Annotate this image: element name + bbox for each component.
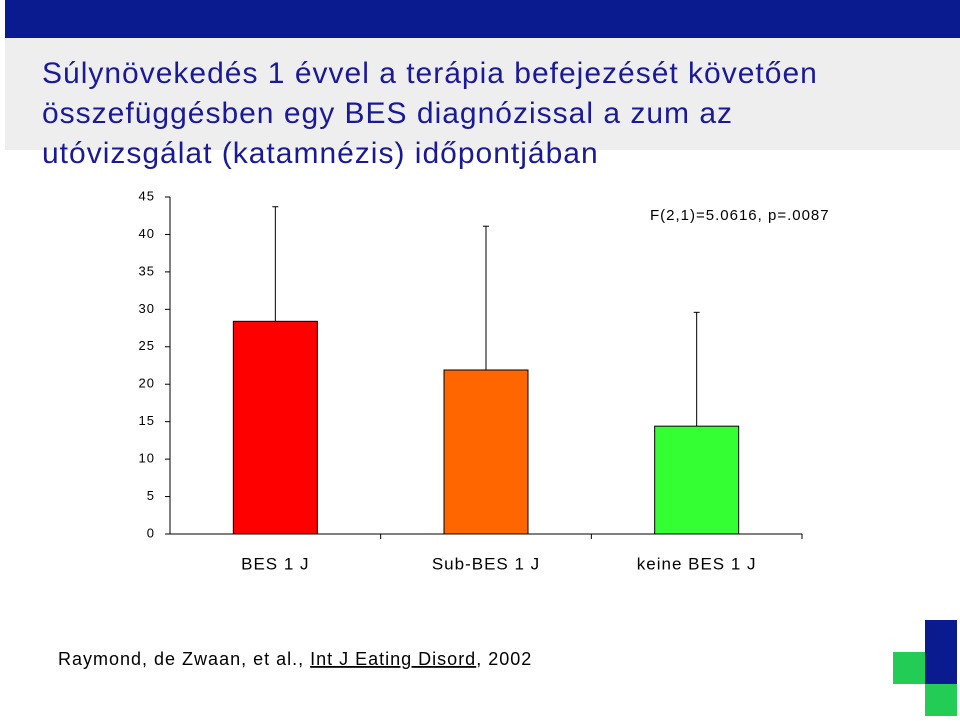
annotation: F(2,1)=5.0616, p=.0087 <box>650 207 830 224</box>
chart: 0 5 10 15 20 25 30 35 40 45 Gewichtszunahme in Pfu… <box>109 188 830 573</box>
y-tick-label: 25 <box>139 338 155 353</box>
deco-square <box>925 652 957 684</box>
bar <box>654 425 740 535</box>
y-tick-label: 5 <box>147 488 155 503</box>
bar <box>443 369 529 535</box>
top-bar <box>5 0 960 38</box>
y-tick-label: 40 <box>139 226 155 241</box>
x-tick-label: BES 1 J <box>241 554 309 573</box>
citation: Raymond, de Zwaan, et al., Int J Eating … <box>58 649 532 669</box>
title-line: Súlynövekedés 1 évvel a terápia befejezé… <box>42 57 818 90</box>
x-tick-label: keine BES 1 J <box>637 554 757 573</box>
y-tick-label: 15 <box>139 413 155 428</box>
citation-authors: Raymond, de Zwaan, et al., <box>58 649 310 669</box>
deco-square <box>893 652 925 684</box>
y-tick-label: 45 <box>139 188 155 203</box>
y-tick-label: 30 <box>139 301 155 316</box>
title-line: összefüggésben egy BES diagnózissal a zu… <box>42 97 733 130</box>
y-tick-label: 10 <box>139 451 155 466</box>
header-band <box>5 38 960 150</box>
y-axis-label: Gewichtszunahme in Pfund <box>109 268 125 462</box>
title: Súlynövekedés 1 évvel a terápia befejezé… <box>42 57 818 170</box>
deco-square <box>925 684 957 716</box>
y-tick-label: 0 <box>147 525 155 540</box>
y-tick-label: 35 <box>139 263 155 278</box>
citation-year: , 2002 <box>476 649 532 669</box>
bar <box>232 320 318 535</box>
x-tick-label: Sub-BES 1 J <box>432 554 540 573</box>
citation-journal: Int J Eating Disord <box>310 649 476 669</box>
title-line: utóvizsgálat (katamnézis) időpontjában <box>42 137 599 170</box>
y-tick-label: 20 <box>139 376 155 391</box>
deco-square <box>925 620 957 652</box>
